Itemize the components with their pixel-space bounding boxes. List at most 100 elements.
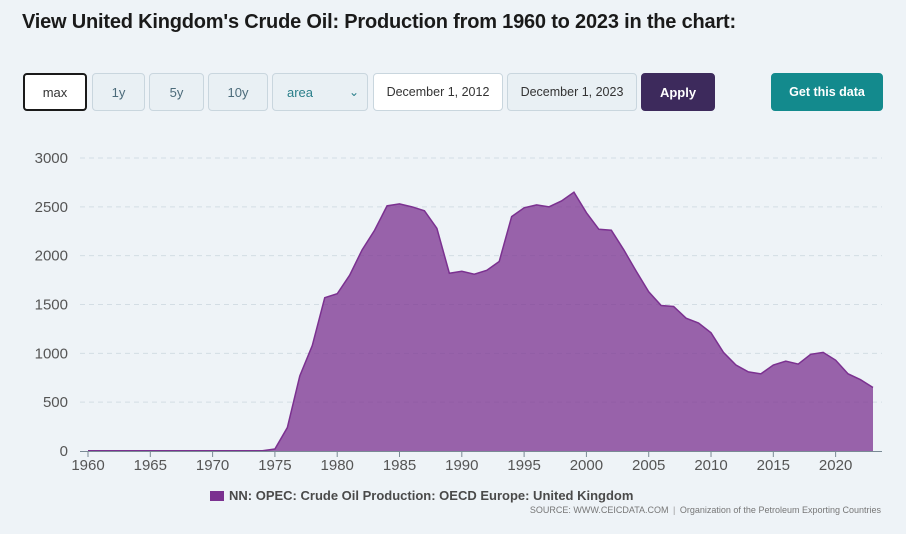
range-max-button[interactable]: max [23, 73, 87, 111]
data-point[interactable] [597, 227, 601, 231]
x-tick-label: 2010 [694, 457, 727, 474]
data-point[interactable] [98, 449, 102, 453]
data-point[interactable] [385, 204, 389, 208]
y-tick-label: 3000 [35, 150, 68, 167]
range-5y-button[interactable]: 5y [149, 73, 204, 111]
data-point[interactable] [622, 248, 626, 252]
data-point[interactable] [335, 292, 339, 296]
end-date-input[interactable]: December 1, 2023 [507, 73, 637, 111]
x-tick-label: 1995 [507, 457, 540, 474]
range-10y-button[interactable]: 10y [208, 73, 268, 111]
area-chart: 0 500 1000 1500 2000 2500 3000 1960 1965 1970 1975… [35, 150, 882, 474]
chart-axes: 0 500 1000 1500 2000 2500 3000 1960 1965 1970 1975… [35, 150, 882, 474]
data-point[interactable] [323, 296, 327, 300]
chart-type-value: area [287, 84, 314, 100]
data-point[interactable] [522, 206, 526, 210]
data-point[interactable] [198, 449, 202, 453]
chart-legend[interactable]: NN: OPEC: Crude Oil Production: OECD Eur… [210, 488, 633, 503]
data-point[interactable] [410, 205, 414, 209]
data-point[interactable] [771, 363, 775, 367]
data-point[interactable] [672, 304, 676, 308]
data-point[interactable] [609, 228, 613, 232]
apply-button[interactable]: Apply [641, 73, 715, 111]
chevron-down-icon: ⌄ [348, 85, 359, 99]
y-tick-label: 2500 [35, 199, 68, 216]
get-data-button[interactable]: Get this data [771, 73, 883, 111]
data-point[interactable] [260, 449, 264, 453]
y-tick-label: 2000 [35, 248, 68, 265]
data-point[interactable] [734, 363, 738, 367]
data-point[interactable] [111, 449, 115, 453]
data-point[interactable] [559, 199, 563, 203]
y-tick-label: 1000 [35, 345, 68, 362]
start-date-input[interactable]: December 1, 2012 [373, 73, 503, 111]
data-point[interactable] [634, 269, 638, 273]
data-point[interactable] [547, 205, 551, 209]
data-point[interactable] [721, 350, 725, 354]
data-point[interactable] [136, 449, 140, 453]
data-point[interactable] [871, 386, 875, 390]
data-point[interactable] [684, 316, 688, 320]
x-tick-label: 2005 [632, 457, 665, 474]
data-point[interactable] [285, 426, 289, 430]
data-point[interactable] [348, 273, 352, 277]
x-tick-label: 1985 [383, 457, 416, 474]
data-point[interactable] [123, 449, 127, 453]
legend-swatch [210, 490, 224, 501]
source-note: SOURCE: WWW.CEICDATA.COM | Organization … [529, 505, 881, 515]
data-point[interactable] [859, 378, 863, 382]
data-point[interactable] [659, 303, 663, 307]
data-point[interactable] [460, 269, 464, 273]
data-point[interactable] [485, 268, 489, 272]
data-point[interactable] [821, 350, 825, 354]
data-point[interactable] [535, 203, 539, 207]
data-point[interactable] [584, 211, 588, 215]
data-point[interactable] [796, 362, 800, 366]
data-point[interactable] [709, 331, 713, 335]
data-point[interactable] [248, 449, 252, 453]
data-point[interactable] [834, 358, 838, 362]
x-tick-label: 2000 [570, 457, 603, 474]
data-point[interactable] [161, 449, 165, 453]
data-point[interactable] [186, 449, 190, 453]
x-tick-label: 1960 [71, 457, 104, 474]
data-point[interactable] [236, 449, 240, 453]
x-tick-label: 1975 [258, 457, 291, 474]
x-tick-label: 2015 [757, 457, 790, 474]
data-point[interactable] [697, 321, 701, 325]
data-point[interactable] [647, 290, 651, 294]
data-point[interactable] [572, 190, 576, 194]
chart-type-select[interactable]: area ⌄ [272, 73, 368, 111]
legend-label: NN: OPEC: Crude Oil Production: OECD Eur… [229, 488, 634, 503]
x-tick-label: 1990 [445, 457, 478, 474]
source-link[interactable]: SOURCE: WWW.CEICDATA.COM [529, 505, 669, 515]
data-point[interactable] [310, 344, 314, 348]
x-tick-label: 1965 [134, 457, 167, 474]
page-title: View United Kingdom's Crude Oil: Product… [22, 11, 736, 33]
data-point[interactable] [447, 271, 451, 275]
data-point[interactable] [373, 228, 377, 232]
data-point[interactable] [360, 248, 364, 252]
data-point[interactable] [398, 202, 402, 206]
data-point[interactable] [746, 370, 750, 374]
data-point[interactable] [784, 359, 788, 363]
range-1y-button[interactable]: 1y [92, 73, 145, 111]
data-point[interactable] [223, 449, 227, 453]
data-point[interactable] [759, 372, 763, 376]
y-tick-label: 1500 [35, 297, 68, 314]
data-point[interactable] [510, 215, 514, 219]
data-point[interactable] [422, 209, 426, 213]
x-tick-label: 1970 [196, 457, 229, 474]
data-point[interactable] [435, 226, 439, 230]
data-point[interactable] [298, 374, 302, 378]
data-point[interactable] [472, 272, 476, 276]
y-tick-label: 0 [60, 443, 68, 460]
series-line [88, 191, 874, 452]
data-point[interactable] [273, 447, 277, 451]
data-point[interactable] [809, 352, 813, 356]
data-point[interactable] [846, 372, 850, 376]
data-point[interactable] [497, 260, 501, 264]
source-org: Organization of the Petroleum Exporting … [679, 505, 881, 515]
data-point[interactable] [173, 449, 177, 453]
x-tick-label: 2020 [819, 457, 852, 474]
